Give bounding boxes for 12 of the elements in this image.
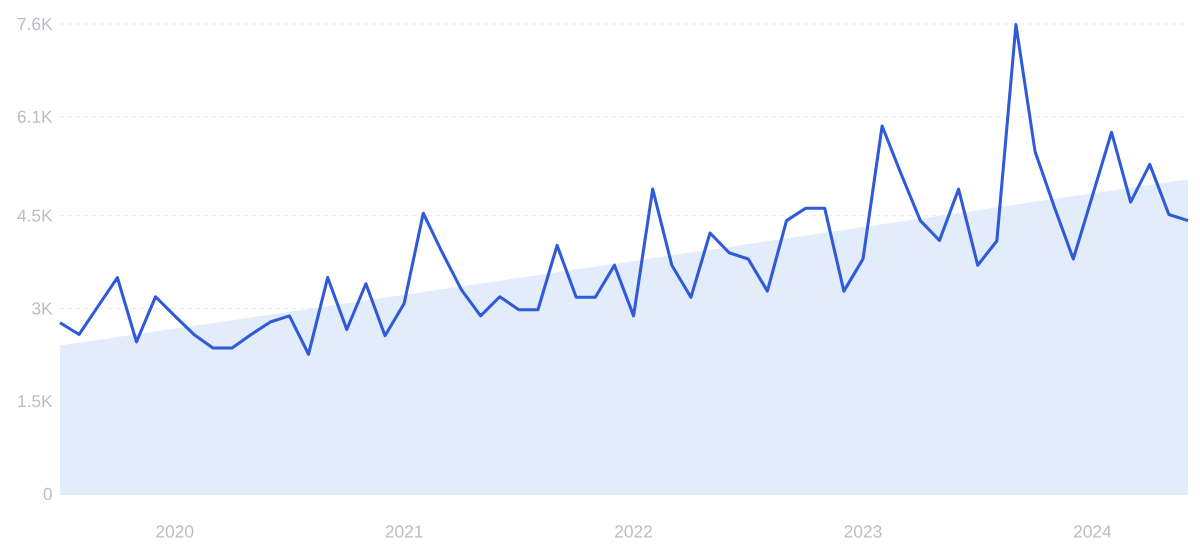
- y-tick-label: 4.5K: [17, 209, 53, 222]
- y-tick-label: 7.6K: [17, 17, 53, 31]
- x-tick-label: 2021: [385, 525, 423, 538]
- y-tick-label: 0: [43, 487, 52, 501]
- x-tick-label: 2022: [615, 525, 652, 538]
- x-tick-label: 2024: [1074, 525, 1112, 538]
- y-tick-label: 1.5K: [18, 395, 53, 408]
- x-tick-label: 2023: [844, 525, 882, 538]
- line-series: [58, 23, 1190, 356]
- x-tick-label: 2020: [156, 525, 194, 538]
- y-tick-label: 3K: [32, 302, 53, 315]
- y-tick-label: 6.1K: [17, 110, 53, 123]
